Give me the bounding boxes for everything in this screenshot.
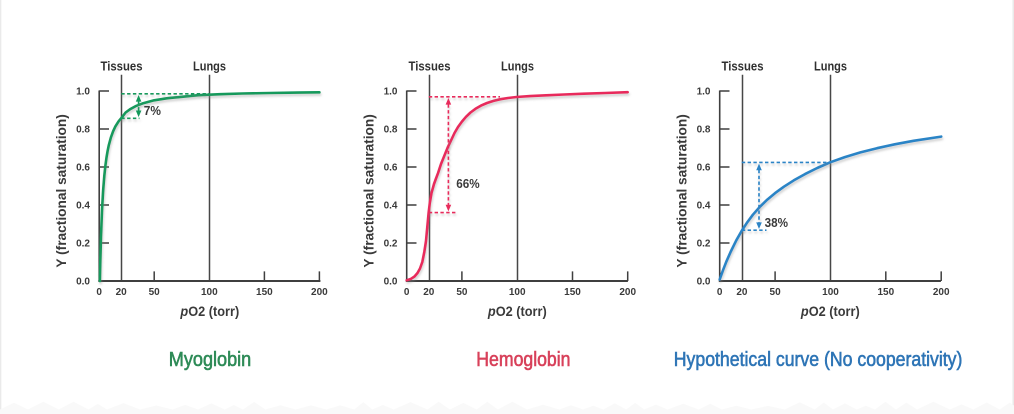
svg-text:0.2: 0.2 (76, 238, 90, 249)
svg-text:0.0: 0.0 (76, 276, 90, 287)
svg-text:Y (fractional saturation): Y (fractional saturation) (54, 114, 69, 267)
svg-text:200: 200 (933, 287, 950, 298)
svg-text:20: 20 (736, 287, 748, 298)
svg-text:pO2 (torr): pO2 (torr) (487, 304, 547, 320)
svg-text:150: 150 (564, 287, 581, 298)
svg-text:Y (fractional saturation): Y (fractional saturation) (362, 114, 377, 267)
svg-text:38%: 38% (765, 216, 788, 230)
svg-text:100: 100 (201, 287, 218, 298)
svg-text:0.4: 0.4 (384, 200, 398, 211)
svg-text:0.8: 0.8 (76, 124, 90, 135)
svg-text:pO2 (torr): pO2 (torr) (800, 304, 860, 320)
svg-text:Y (fractional saturation): Y (fractional saturation) (675, 114, 690, 267)
svg-text:50: 50 (456, 287, 468, 298)
svg-text:20: 20 (423, 287, 435, 298)
svg-text:Tissues: Tissues (101, 60, 143, 74)
svg-text:Tissues: Tissues (722, 60, 764, 74)
svg-text:0.6: 0.6 (76, 162, 90, 173)
svg-text:1.0: 1.0 (697, 86, 711, 97)
svg-text:0.4: 0.4 (76, 200, 90, 211)
svg-text:7%: 7% (144, 104, 161, 118)
svg-text:50: 50 (770, 287, 782, 298)
svg-text:Tissues: Tissues (409, 60, 451, 74)
svg-text:0.2: 0.2 (697, 238, 711, 249)
svg-text:100: 100 (509, 287, 526, 298)
svg-text:Myoglobin: Myoglobin (169, 349, 252, 371)
svg-text:pO2 (torr): pO2 (torr) (180, 304, 240, 320)
svg-text:0.0: 0.0 (384, 276, 398, 287)
svg-text:0.0: 0.0 (697, 276, 711, 287)
svg-text:0: 0 (96, 287, 102, 298)
svg-text:0.6: 0.6 (384, 162, 398, 173)
svg-text:0.4: 0.4 (697, 200, 711, 211)
svg-text:1.0: 1.0 (384, 86, 398, 97)
svg-text:0.8: 0.8 (697, 124, 711, 135)
svg-text:Hypothetical curve (No coopera: Hypothetical curve (No cooperativity) (674, 349, 963, 371)
svg-text:Lungs: Lungs (193, 60, 226, 74)
svg-text:50: 50 (149, 287, 161, 298)
svg-text:200: 200 (311, 287, 328, 298)
svg-text:Hemoglobin: Hemoglobin (476, 349, 570, 371)
svg-text:0.6: 0.6 (697, 162, 711, 173)
svg-text:0: 0 (717, 287, 723, 298)
svg-text:150: 150 (877, 287, 894, 298)
svg-text:Lungs: Lungs (501, 60, 534, 74)
svg-text:100: 100 (822, 287, 839, 298)
svg-text:0.2: 0.2 (384, 238, 398, 249)
svg-text:1.0: 1.0 (76, 86, 90, 97)
svg-text:150: 150 (256, 287, 273, 298)
svg-text:Lungs: Lungs (814, 60, 847, 74)
svg-text:200: 200 (619, 287, 636, 298)
svg-text:0.8: 0.8 (384, 124, 398, 135)
svg-text:66%: 66% (456, 177, 479, 191)
svg-text:20: 20 (116, 287, 128, 298)
svg-text:0: 0 (404, 287, 410, 298)
